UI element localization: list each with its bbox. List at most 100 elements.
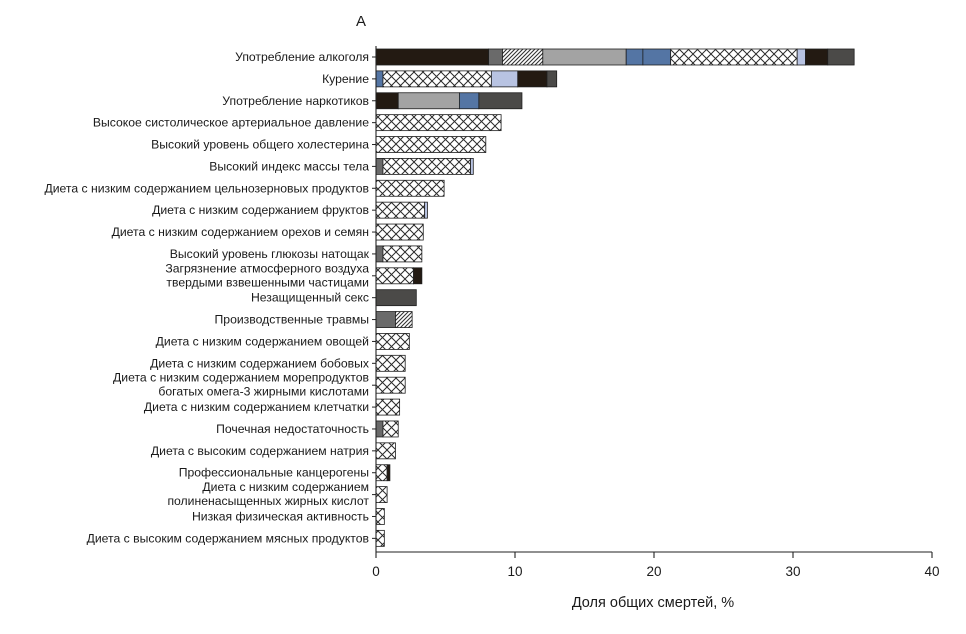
panel-label: А — [356, 13, 366, 30]
category-labels: Употребление алкоголя Курение Употребление… — [44, 50, 376, 545]
category-label: Производственные травмы — [215, 313, 369, 327]
category-label: Употребление наркотиков — [222, 94, 369, 108]
x-tick-label: 30 — [785, 564, 800, 579]
bar-segment — [382, 70, 492, 88]
bar-segment — [375, 420, 384, 438]
bar-segment — [805, 48, 829, 66]
bar-segment — [470, 157, 474, 175]
bar-segment — [375, 179, 445, 197]
category-label: Диета с низким содержанием фруктов — [152, 203, 369, 217]
bar-segment — [395, 311, 413, 328]
bar-row — [375, 201, 428, 219]
category-label: полиненасыщенных жирных кислот — [167, 494, 369, 508]
bar-segment — [375, 289, 417, 307]
bar-segment — [546, 70, 558, 88]
category-label: Курение — [322, 72, 369, 86]
bar-row — [375, 157, 474, 175]
bar-segment — [375, 136, 487, 153]
bar-row — [375, 114, 502, 132]
category-label: Диета с низким содержанием морепродуктов — [113, 371, 369, 385]
bar-segment — [375, 223, 424, 241]
bar-row — [375, 529, 385, 547]
bar-segment — [375, 157, 384, 175]
bar-row — [375, 245, 423, 263]
bar-segment — [375, 311, 396, 328]
bar-row — [375, 354, 406, 372]
category-label: Диета с высоким содержанием натрия — [151, 444, 369, 458]
bar-segment — [413, 267, 423, 285]
bar-segment — [458, 92, 480, 110]
bar-row — [375, 420, 399, 438]
category-label: Диета с низким содержанием орехов и семя… — [112, 225, 369, 239]
bar-row — [375, 179, 445, 197]
bar-row — [375, 267, 423, 285]
x-axis: 0 10 20 30 40 — [372, 46, 940, 579]
bar-segment — [375, 245, 384, 263]
bar-segment — [375, 114, 502, 132]
bar-row — [375, 289, 417, 307]
x-tick-label: 10 — [507, 564, 522, 579]
bar-segment — [502, 48, 544, 66]
category-label: Употребление алкоголя — [235, 50, 369, 64]
bar-segment — [625, 48, 644, 66]
category-label: Диета с низким содержанием цельнозерновы… — [44, 181, 369, 195]
bar-row — [375, 376, 406, 394]
bar-segment — [375, 92, 399, 110]
category-label: Диета с высоким содержанием мясных проду… — [87, 531, 369, 545]
bar-segment — [382, 245, 423, 263]
bar-segment — [517, 70, 548, 88]
bar-segment — [375, 70, 384, 88]
bar-row — [375, 70, 558, 88]
bar-segment — [796, 48, 806, 66]
category-label: Высокий уровень глюкозы натощак — [170, 247, 370, 261]
bar-segment — [670, 48, 798, 66]
bar-segment — [375, 376, 406, 394]
bar-segment — [375, 354, 406, 372]
bar-segment — [424, 201, 428, 219]
bar-row — [375, 92, 523, 110]
bar-row — [375, 311, 413, 328]
category-label: Низкая физическая активность — [192, 509, 369, 523]
category-label: Высокое систолическое артериальное давле… — [93, 116, 369, 130]
category-label: Диета с низким содержанием — [202, 480, 369, 494]
bar-row — [375, 398, 401, 416]
bar-segment — [375, 442, 396, 460]
category-label: Высокий индекс массы тела — [209, 159, 369, 173]
bar-row — [375, 333, 410, 350]
bar-segment — [375, 267, 414, 285]
bar-segment — [375, 48, 489, 66]
bar-segment — [642, 48, 672, 66]
bar-segment — [375, 508, 385, 525]
bar-segment — [397, 92, 460, 110]
bar-segment — [386, 464, 391, 482]
bar-row — [375, 486, 388, 504]
bar-segment — [375, 464, 388, 482]
bar-segment — [382, 420, 399, 438]
x-axis-title: Доля общих смертей, % — [572, 595, 734, 611]
category-label: Почечная недостаточность — [216, 422, 369, 436]
bars-layer — [375, 48, 855, 547]
bar-segment — [375, 529, 385, 547]
bar-row — [375, 442, 396, 460]
bar-segment — [827, 48, 855, 66]
bar-segment — [375, 486, 388, 504]
bar-segment — [375, 398, 401, 416]
x-tick-label: 0 — [372, 564, 380, 579]
category-label: Загрязнение атмосферного воздуха — [165, 261, 369, 275]
bar-segment — [478, 92, 523, 110]
category-label: Диета с низким содержанием овощей — [156, 334, 369, 348]
bar-row — [375, 464, 391, 482]
category-label: Диета с низким содержанием клетчатки — [144, 400, 369, 414]
category-label: Профессиональные канцерогены — [179, 466, 369, 480]
x-tick-label: 20 — [646, 564, 661, 579]
bar-segment — [375, 201, 426, 219]
bar-row — [375, 223, 424, 241]
category-label: Высокий уровень общего холестерина — [151, 138, 369, 152]
bar-row — [375, 136, 487, 153]
bar-row — [375, 508, 385, 525]
bar-segment — [382, 157, 471, 175]
bar-segment — [542, 48, 627, 66]
category-label: Незащищенный секс — [251, 291, 369, 305]
bar-segment — [488, 48, 503, 66]
